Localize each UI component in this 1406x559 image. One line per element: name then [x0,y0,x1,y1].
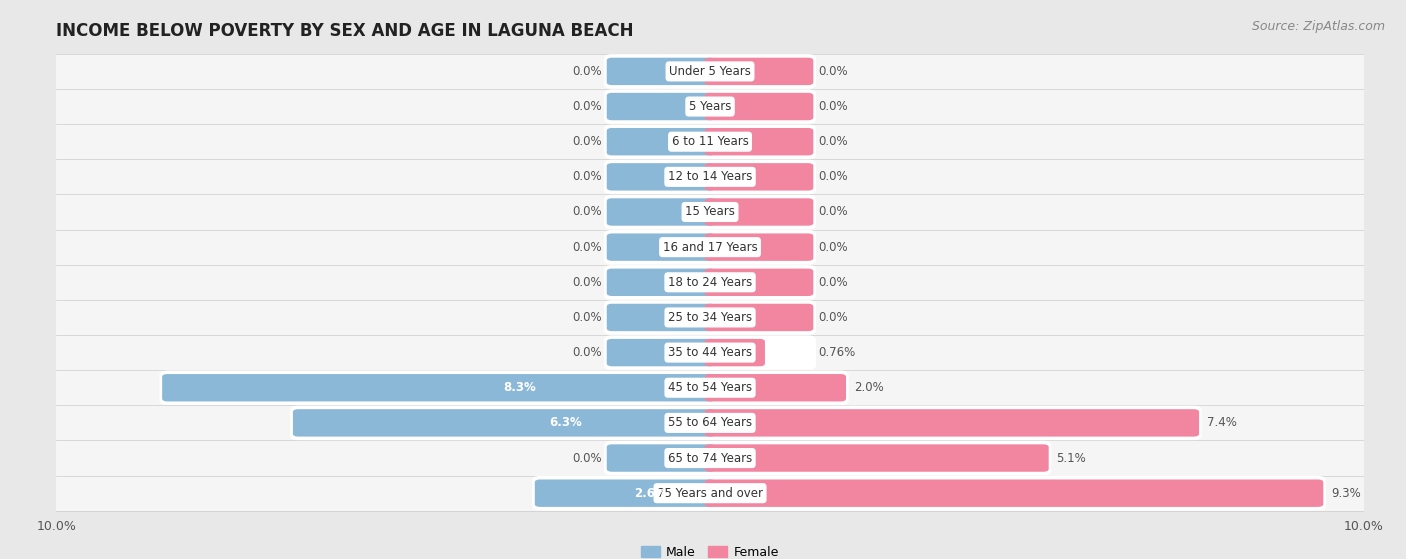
FancyBboxPatch shape [290,406,1202,440]
FancyBboxPatch shape [704,304,813,331]
FancyBboxPatch shape [159,371,849,405]
Text: 65 to 74 Years: 65 to 74 Years [668,452,752,465]
Bar [24,195,1396,230]
FancyBboxPatch shape [704,128,813,155]
Text: 0.0%: 0.0% [572,100,602,113]
Text: 9.3%: 9.3% [1331,487,1361,500]
FancyBboxPatch shape [292,409,716,437]
FancyBboxPatch shape [607,128,716,155]
Text: 5 Years: 5 Years [689,100,731,113]
Text: 0.0%: 0.0% [572,240,602,254]
Text: 25 to 34 Years: 25 to 34 Years [668,311,752,324]
Text: INCOME BELOW POVERTY BY SEX AND AGE IN LAGUNA BEACH: INCOME BELOW POVERTY BY SEX AND AGE IN L… [56,22,634,40]
Text: 0.0%: 0.0% [818,170,848,183]
Text: 0.0%: 0.0% [818,206,848,219]
Text: 2.0%: 2.0% [853,381,883,394]
FancyBboxPatch shape [704,268,813,296]
FancyBboxPatch shape [607,444,716,472]
Bar [24,300,1396,335]
FancyBboxPatch shape [605,300,815,335]
Bar [24,440,1396,476]
FancyBboxPatch shape [704,58,813,85]
Text: 0.0%: 0.0% [572,452,602,465]
Text: 0.0%: 0.0% [818,240,848,254]
Text: 0.0%: 0.0% [818,311,848,324]
Bar [24,265,1396,300]
FancyBboxPatch shape [605,54,815,89]
Text: 0.0%: 0.0% [572,276,602,289]
Text: 5.1%: 5.1% [1056,452,1087,465]
FancyBboxPatch shape [605,89,815,124]
Text: 15 Years: 15 Years [685,206,735,219]
Bar [24,335,1396,370]
FancyBboxPatch shape [704,93,813,120]
FancyBboxPatch shape [605,265,815,300]
FancyBboxPatch shape [704,234,813,261]
FancyBboxPatch shape [704,374,846,401]
Text: 18 to 24 Years: 18 to 24 Years [668,276,752,289]
FancyBboxPatch shape [605,160,815,194]
FancyBboxPatch shape [607,198,716,226]
Text: 6 to 11 Years: 6 to 11 Years [672,135,748,148]
Text: Under 5 Years: Under 5 Years [669,65,751,78]
FancyBboxPatch shape [533,476,1326,510]
Text: 0.0%: 0.0% [818,100,848,113]
FancyBboxPatch shape [607,268,716,296]
Bar [24,54,1396,89]
Text: 0.0%: 0.0% [572,65,602,78]
Bar [24,370,1396,405]
Text: 0.0%: 0.0% [572,311,602,324]
FancyBboxPatch shape [605,335,815,370]
Text: 0.0%: 0.0% [572,135,602,148]
FancyBboxPatch shape [607,58,716,85]
Text: 2.6%: 2.6% [634,487,666,500]
Text: 0.0%: 0.0% [572,170,602,183]
Text: 0.0%: 0.0% [818,135,848,148]
Text: 8.3%: 8.3% [503,381,537,394]
FancyBboxPatch shape [605,125,815,159]
FancyBboxPatch shape [704,480,1323,507]
Text: 7.4%: 7.4% [1206,416,1237,429]
FancyBboxPatch shape [607,304,716,331]
FancyBboxPatch shape [605,441,1052,475]
Bar [24,230,1396,265]
FancyBboxPatch shape [607,339,716,366]
FancyBboxPatch shape [605,195,815,229]
FancyBboxPatch shape [605,230,815,264]
Text: 0.76%: 0.76% [818,346,855,359]
Text: 16 and 17 Years: 16 and 17 Years [662,240,758,254]
Text: 45 to 54 Years: 45 to 54 Years [668,381,752,394]
Text: 12 to 14 Years: 12 to 14 Years [668,170,752,183]
Bar [24,476,1396,511]
FancyBboxPatch shape [704,339,765,366]
Bar [24,159,1396,195]
Text: Source: ZipAtlas.com: Source: ZipAtlas.com [1251,20,1385,32]
FancyBboxPatch shape [704,198,813,226]
FancyBboxPatch shape [704,409,1199,437]
Text: 35 to 44 Years: 35 to 44 Years [668,346,752,359]
Text: 75 Years and over: 75 Years and over [657,487,763,500]
FancyBboxPatch shape [162,374,716,401]
Legend: Male, Female: Male, Female [637,541,783,559]
FancyBboxPatch shape [607,163,716,191]
FancyBboxPatch shape [704,444,1049,472]
Text: 55 to 64 Years: 55 to 64 Years [668,416,752,429]
FancyBboxPatch shape [534,480,716,507]
Text: 0.0%: 0.0% [818,276,848,289]
Text: 0.0%: 0.0% [818,65,848,78]
Bar [24,405,1396,440]
Text: 0.0%: 0.0% [572,346,602,359]
Text: 6.3%: 6.3% [550,416,582,429]
Bar [24,89,1396,124]
FancyBboxPatch shape [607,93,716,120]
Bar [24,124,1396,159]
FancyBboxPatch shape [704,163,813,191]
FancyBboxPatch shape [607,234,716,261]
Text: 0.0%: 0.0% [572,206,602,219]
